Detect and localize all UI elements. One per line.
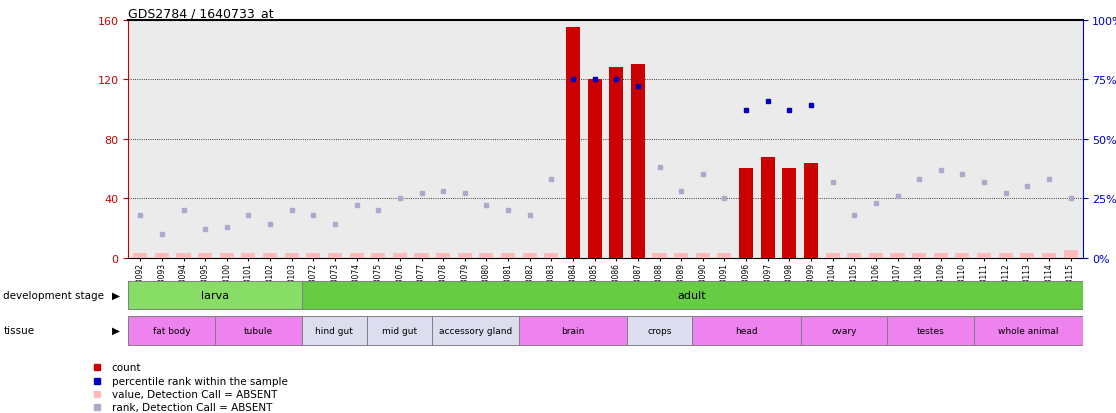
Bar xyxy=(458,254,472,258)
Text: ▶: ▶ xyxy=(112,325,119,335)
Text: fat body: fat body xyxy=(153,326,191,335)
Bar xyxy=(367,316,432,345)
Bar xyxy=(695,254,710,258)
Bar xyxy=(887,316,974,345)
Bar xyxy=(522,254,537,258)
Bar xyxy=(372,254,385,258)
Bar xyxy=(718,254,731,258)
Bar xyxy=(627,316,692,345)
Bar xyxy=(1042,254,1056,258)
Bar xyxy=(566,28,580,258)
Text: crops: crops xyxy=(647,326,672,335)
Bar xyxy=(826,254,839,258)
Text: ovary: ovary xyxy=(831,326,857,335)
Text: accessory gland: accessory gland xyxy=(439,326,512,335)
Bar xyxy=(155,254,169,258)
Bar xyxy=(847,254,862,258)
Text: tubule: tubule xyxy=(244,326,273,335)
Bar xyxy=(220,254,234,258)
Bar xyxy=(349,254,364,258)
Bar xyxy=(692,316,800,345)
Bar xyxy=(432,316,519,345)
Bar xyxy=(891,254,905,258)
Text: GDS2784 / 1640733_at: GDS2784 / 1640733_at xyxy=(128,7,273,19)
Bar xyxy=(263,254,277,258)
Text: percentile rank within the sample: percentile rank within the sample xyxy=(112,376,288,386)
Text: count: count xyxy=(112,362,141,372)
Bar xyxy=(588,80,602,258)
Text: ▶: ▶ xyxy=(112,290,119,300)
Text: brain: brain xyxy=(561,326,585,335)
Bar xyxy=(285,254,299,258)
Text: head: head xyxy=(735,326,758,335)
Bar xyxy=(609,68,623,258)
Text: development stage: development stage xyxy=(3,290,105,300)
Bar xyxy=(328,254,341,258)
Text: mid gut: mid gut xyxy=(382,326,417,335)
Text: rank, Detection Call = ABSENT: rank, Detection Call = ABSENT xyxy=(112,402,272,412)
Bar xyxy=(133,254,147,258)
Text: hind gut: hind gut xyxy=(316,326,354,335)
Bar xyxy=(306,254,320,258)
Text: adult: adult xyxy=(677,290,706,301)
Bar xyxy=(800,316,887,345)
Bar xyxy=(782,169,797,258)
Bar xyxy=(128,316,215,345)
Bar xyxy=(653,254,666,258)
Bar xyxy=(436,254,450,258)
Text: value, Detection Call = ABSENT: value, Detection Call = ABSENT xyxy=(112,389,277,399)
Bar xyxy=(761,157,775,258)
Bar xyxy=(631,65,645,258)
Bar xyxy=(128,281,301,310)
Bar xyxy=(215,316,301,345)
Text: tissue: tissue xyxy=(3,325,35,335)
Bar xyxy=(976,254,991,258)
Text: testes: testes xyxy=(917,326,944,335)
Text: larva: larva xyxy=(201,290,229,301)
Bar xyxy=(912,254,926,258)
Bar xyxy=(804,163,818,258)
Bar xyxy=(301,281,1083,310)
Bar xyxy=(869,254,883,258)
Bar xyxy=(176,254,191,258)
Bar xyxy=(480,254,493,258)
Bar xyxy=(241,254,256,258)
Bar xyxy=(674,254,689,258)
Bar xyxy=(393,254,407,258)
Bar xyxy=(199,254,212,258)
Bar xyxy=(545,254,558,258)
Bar xyxy=(999,254,1012,258)
Bar xyxy=(1064,251,1078,258)
Bar xyxy=(934,254,947,258)
Bar xyxy=(739,169,753,258)
Bar xyxy=(519,316,627,345)
Text: whole animal: whole animal xyxy=(998,326,1059,335)
Bar xyxy=(501,254,516,258)
Bar xyxy=(414,254,429,258)
Bar xyxy=(955,254,970,258)
Bar xyxy=(974,316,1083,345)
Bar xyxy=(301,316,367,345)
Bar xyxy=(1020,254,1035,258)
